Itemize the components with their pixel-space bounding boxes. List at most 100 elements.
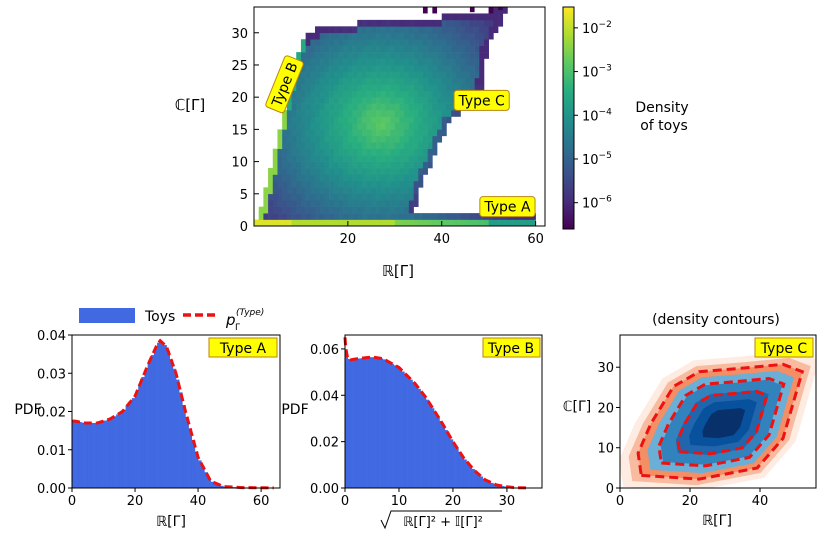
heatmap-cell: [395, 162, 400, 169]
heatmap-cell: [400, 71, 405, 78]
heatmap-cell: [320, 84, 325, 91]
heatmap-cell: [324, 155, 329, 162]
heatmap-cell: [437, 39, 442, 46]
heatmap-cell: [282, 213, 287, 220]
heatmap-cell: [475, 220, 480, 227]
heatmap-cell: [381, 71, 386, 78]
heatmap-cell: [357, 39, 362, 46]
heatmap-cell: [390, 168, 395, 175]
heatmap-cell: [338, 129, 343, 136]
heatmap-cell: [404, 200, 409, 207]
heatmap-cell: [306, 123, 311, 130]
heatmap-cell: [277, 207, 282, 214]
heatmap-cell: [414, 123, 419, 130]
heatmap-cell: [470, 46, 475, 53]
heatmap-cell: [338, 162, 343, 169]
heatmap-cell: [437, 78, 442, 85]
heatmap-cell: [263, 187, 268, 194]
heatmap-cell: [362, 39, 367, 46]
heatmap-cell: [329, 162, 334, 169]
heatmap-cell: [442, 20, 447, 27]
heatmap-cell: [395, 46, 400, 53]
heatmap-cell: [446, 39, 451, 46]
heatmap-cell: [376, 155, 381, 162]
heatmap-cell: [282, 200, 287, 207]
heatmap-cell: [437, 26, 442, 33]
heatmap-cell: [475, 59, 480, 66]
heatmap-cell: [315, 142, 320, 149]
heatmap-cell: [306, 46, 311, 53]
heatmap-cell: [282, 187, 287, 194]
heatmap-cell: [381, 136, 386, 143]
heatmap-cell: [277, 194, 282, 201]
heatmap-cell: [390, 65, 395, 72]
heatmap-cell: [404, 181, 409, 188]
typeA-ytick-label: 0.03: [37, 367, 66, 382]
heatmap-cell: [446, 97, 451, 104]
heatmap-cell: [334, 194, 339, 201]
heatmap-cell: [381, 97, 386, 104]
heatmap-cell: [470, 71, 475, 78]
heatmap-cell: [428, 220, 433, 227]
typeB-bar: [448, 435, 451, 488]
heatmap-cell: [400, 110, 405, 117]
heatmap-cell: [484, 26, 489, 33]
heatmap-cell: [310, 162, 315, 169]
heatmap-cell: [400, 117, 405, 124]
heatmap-cell: [465, 20, 470, 27]
heatmap-cell: [362, 155, 367, 162]
heatmap-cell: [414, 33, 419, 40]
heatmap-cell: [301, 162, 306, 169]
heatmap-cell: [287, 110, 292, 117]
heatmap-cell: [404, 104, 409, 111]
heatmap-cell: [376, 181, 381, 188]
heatmap-cell: [320, 213, 325, 220]
heatmap-cell: [315, 162, 320, 169]
heatmap-ytick-label: 30: [231, 27, 248, 42]
heatmap-cell: [404, 213, 409, 220]
typeA-bar: [189, 429, 192, 488]
heatmap-cell: [446, 13, 451, 20]
heatmap-cell: [456, 59, 461, 66]
heatmap-cell: [512, 220, 517, 227]
heatmap-ytick-label: 5: [240, 188, 248, 203]
heatmap-cell: [456, 52, 461, 59]
heatmap-cell: [451, 71, 456, 78]
heatmap-cell: [343, 59, 348, 66]
heatmap-cell: [461, 213, 466, 220]
typeB-ylabel: PDF: [281, 402, 308, 418]
heatmap-cell: [451, 213, 456, 220]
heatmap-cell: [353, 97, 358, 104]
heatmap-cell: [390, 33, 395, 40]
heatmap-cell: [475, 52, 480, 59]
heatmap-cell: [428, 142, 433, 149]
heatmap-cell: [461, 13, 466, 20]
heatmap-cell: [343, 155, 348, 162]
heatmap-cell: [353, 200, 358, 207]
heatmap-cell: [432, 59, 437, 66]
heatmap-cell: [390, 110, 395, 117]
heatmap-cell: [353, 123, 358, 130]
heatmap-cell: [385, 71, 390, 78]
heatmap-cell: [277, 155, 282, 162]
heatmap-cell: [348, 155, 353, 162]
heatmap-cell: [451, 220, 456, 227]
heatmap-cell: [329, 187, 334, 194]
heatmap-cell: [357, 110, 362, 117]
heatmap-cell: [292, 181, 297, 188]
heatmap-cell: [343, 168, 348, 175]
colorbar-tick-exponent: −6: [599, 195, 613, 205]
typeB-bar: [407, 377, 410, 488]
heatmap-cell: [446, 26, 451, 33]
heatmap-cell: [310, 39, 315, 46]
heatmap-cell: [385, 59, 390, 66]
heatmap-cell: [357, 104, 362, 111]
heatmap-cell: [287, 155, 292, 162]
heatmap-cell: [409, 110, 414, 117]
heatmap-cell: [296, 155, 301, 162]
heatmap-cell: [296, 220, 301, 227]
typeB-xtick-label: 20: [445, 494, 462, 509]
heatmap-cell: [507, 220, 512, 227]
heatmap-cell: [357, 187, 362, 194]
